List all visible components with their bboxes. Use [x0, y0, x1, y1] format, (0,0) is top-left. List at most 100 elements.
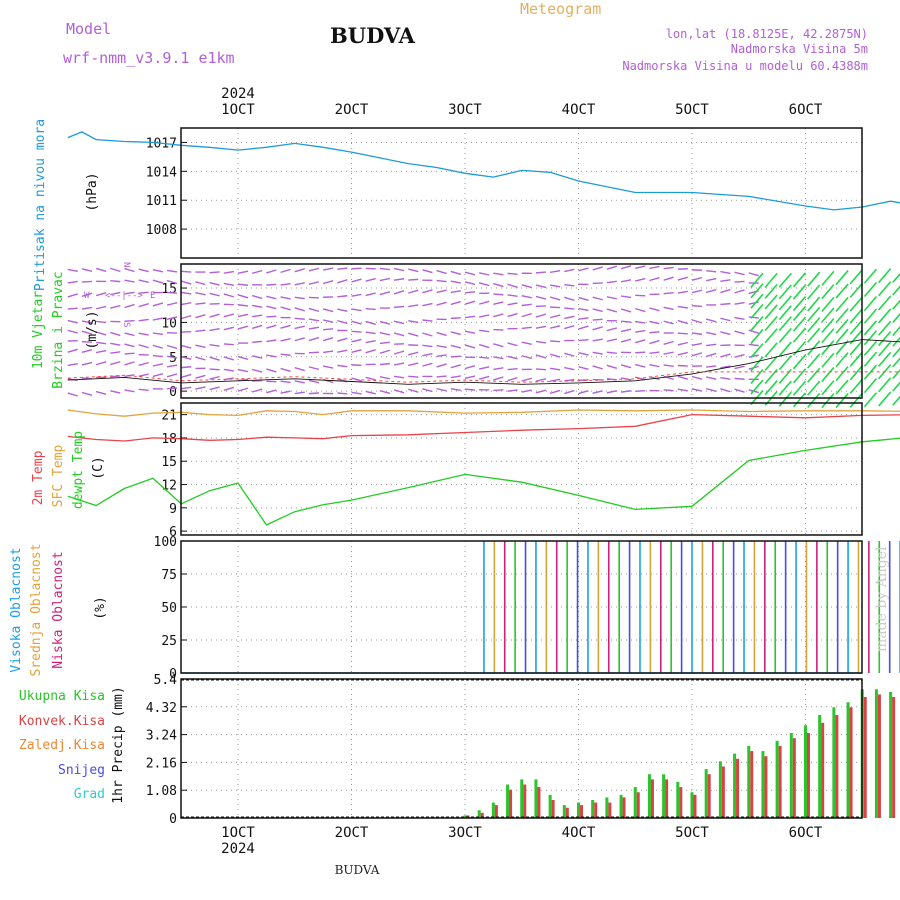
- precip-bar-convective: [537, 787, 541, 818]
- precip-bar-convective: [608, 802, 612, 818]
- wind-barb: [337, 308, 348, 312]
- wind-barb: [764, 272, 778, 288]
- wind-barb: [223, 386, 235, 391]
- pressure-unit: (hPa): [85, 172, 100, 211]
- model-label: Model: [66, 20, 111, 38]
- precip-bar-convective: [551, 799, 555, 818]
- wind-barb: [393, 375, 405, 379]
- wind-barb: [849, 365, 863, 381]
- wind-barb: [635, 307, 646, 313]
- wind-barb: [479, 356, 490, 359]
- wind-barb: [322, 365, 334, 369]
- wind-barb: [849, 378, 863, 394]
- wind-barb: [365, 376, 376, 381]
- precip-bar-convective: [892, 697, 896, 818]
- wind-barb: [807, 327, 821, 343]
- precip-bar-total: [506, 784, 510, 818]
- wind-barb: [564, 284, 575, 287]
- precip-bar-convective: [764, 756, 768, 818]
- wind-barb: [764, 380, 778, 396]
- legend-hail: Grad: [74, 787, 105, 802]
- wind-barb: [280, 283, 291, 286]
- top-tick-label: 6OCT: [789, 102, 823, 118]
- pressure-ytick-label: 1017: [146, 136, 177, 151]
- wind-barb: [691, 319, 703, 324]
- wind-barb: [849, 351, 863, 367]
- wind-barb: [493, 282, 504, 288]
- wind-barb: [764, 283, 778, 299]
- compass-east: E: [150, 291, 155, 301]
- wind-barb: [450, 280, 461, 284]
- wind-barb: [464, 375, 476, 380]
- wind-barb: [807, 284, 821, 300]
- wind-barb: [67, 307, 78, 310]
- wind-barb: [294, 268, 305, 273]
- wind-barb: [96, 341, 107, 345]
- wind-barb: [792, 368, 807, 384]
- wind-barb: [734, 388, 745, 393]
- wind-barb: [252, 368, 263, 373]
- wind-barb: [237, 387, 249, 392]
- wind-barb: [878, 351, 892, 367]
- wind-ytick-label: 15: [161, 282, 177, 297]
- wind-barb: [807, 340, 821, 356]
- wind-barb: [807, 271, 821, 287]
- lonlat-label: lon,lat (18.8125E, 42.2875N): [666, 27, 868, 41]
- wind-barb: [294, 391, 305, 395]
- wind-barb: [294, 282, 305, 286]
- wind-barb: [110, 390, 121, 394]
- wind-barb: [535, 284, 547, 289]
- wind-barb: [521, 355, 532, 360]
- wind-barb: [209, 281, 220, 286]
- wind-barb: [677, 276, 689, 281]
- wind-barb: [564, 366, 575, 371]
- precip-bar-total: [718, 761, 722, 818]
- wind-barb: [124, 389, 135, 393]
- precip-bar-total: [789, 733, 793, 818]
- wind-barb: [167, 387, 178, 390]
- legend-freezing: Zaledj.Kisa: [19, 738, 105, 753]
- wind-barb: [691, 304, 703, 308]
- wind-barb: [223, 282, 234, 286]
- wind-barb: [365, 331, 376, 335]
- wind-barb: [764, 342, 778, 358]
- wind-barb: [649, 363, 660, 368]
- wind-barb: [635, 329, 646, 333]
- wind-barb: [792, 327, 807, 343]
- wind-barb: [181, 366, 192, 369]
- wind-barb: [166, 373, 178, 378]
- wind-barb: [110, 360, 121, 366]
- wind-barb: [124, 267, 135, 273]
- wind-barb: [436, 387, 447, 392]
- wind-barb: [393, 320, 405, 325]
- wind-barb: [81, 361, 93, 366]
- wind-barb: [67, 293, 78, 298]
- wind-barb: [436, 269, 447, 275]
- wind-barb: [436, 279, 447, 283]
- wind-barb: [821, 270, 835, 286]
- wind-barb: [764, 304, 778, 320]
- wind-barb: [835, 308, 849, 324]
- wind-barb: [323, 350, 334, 354]
- wind-barb: [166, 269, 178, 273]
- wind-barb: [792, 296, 807, 312]
- wind-barb: [379, 349, 391, 354]
- wind-barb: [863, 351, 878, 367]
- precip-bar-total: [591, 799, 595, 818]
- precip-bar-total: [676, 781, 680, 818]
- wind-barb: [464, 344, 476, 349]
- bottom-tick-label: 2OCT: [335, 825, 369, 841]
- wind-barb: [748, 354, 759, 358]
- wind-barb: [209, 386, 220, 391]
- wind-barb: [720, 353, 731, 358]
- wind-barb: [549, 314, 561, 319]
- wind-barb: [181, 373, 192, 379]
- wind-barb: [663, 320, 674, 325]
- precip-bar-total: [747, 745, 751, 818]
- wind-barb: [493, 376, 504, 381]
- wind-barb: [81, 320, 93, 324]
- precip-bar-convective: [622, 797, 626, 818]
- wind-barb: [365, 340, 376, 344]
- cloud-frame: [180, 540, 863, 674]
- temp-line-2: [67, 437, 900, 526]
